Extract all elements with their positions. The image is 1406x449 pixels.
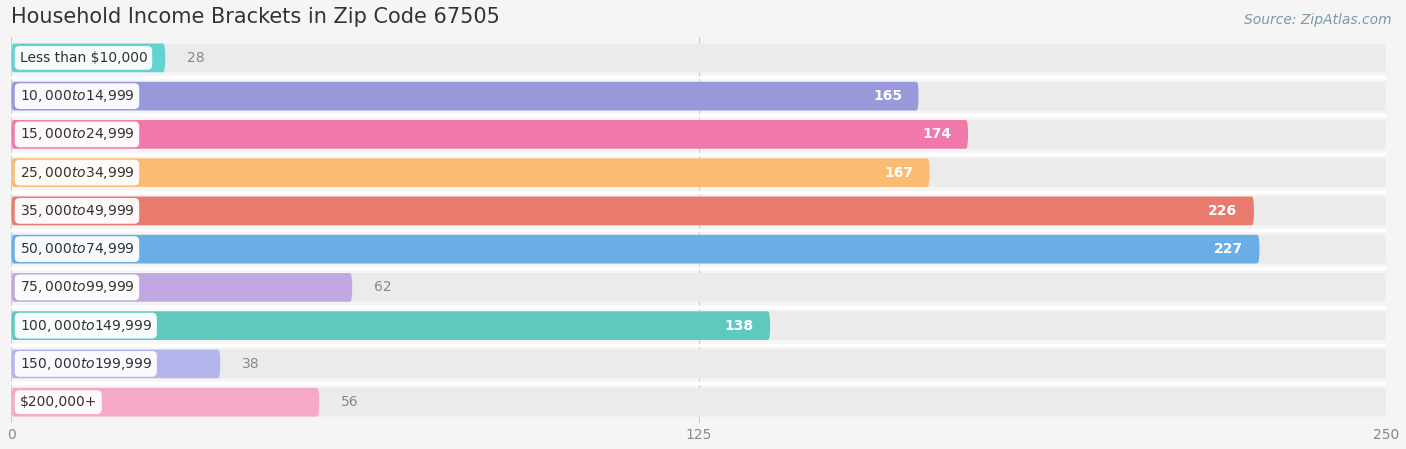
Text: Household Income Brackets in Zip Code 67505: Household Income Brackets in Zip Code 67… <box>11 7 501 27</box>
FancyBboxPatch shape <box>11 273 1386 302</box>
FancyBboxPatch shape <box>11 120 969 149</box>
FancyBboxPatch shape <box>11 82 1386 110</box>
FancyBboxPatch shape <box>11 311 770 340</box>
Text: $10,000 to $14,999: $10,000 to $14,999 <box>20 88 135 104</box>
Text: $25,000 to $34,999: $25,000 to $34,999 <box>20 165 135 180</box>
FancyBboxPatch shape <box>11 235 1386 264</box>
FancyBboxPatch shape <box>11 197 1386 225</box>
FancyBboxPatch shape <box>11 388 319 417</box>
FancyBboxPatch shape <box>11 158 929 187</box>
FancyBboxPatch shape <box>11 273 353 302</box>
Text: $150,000 to $199,999: $150,000 to $199,999 <box>20 356 152 372</box>
Text: $15,000 to $24,999: $15,000 to $24,999 <box>20 126 135 142</box>
FancyBboxPatch shape <box>11 82 918 110</box>
Text: 174: 174 <box>922 128 952 141</box>
Text: 138: 138 <box>724 319 754 333</box>
FancyBboxPatch shape <box>11 44 1386 72</box>
FancyBboxPatch shape <box>11 44 166 72</box>
Text: 165: 165 <box>873 89 903 103</box>
FancyBboxPatch shape <box>11 197 1254 225</box>
Text: Less than $10,000: Less than $10,000 <box>20 51 148 65</box>
Text: 167: 167 <box>884 166 912 180</box>
Text: 38: 38 <box>242 357 260 371</box>
Text: $35,000 to $49,999: $35,000 to $49,999 <box>20 203 135 219</box>
Text: $50,000 to $74,999: $50,000 to $74,999 <box>20 241 135 257</box>
FancyBboxPatch shape <box>11 235 1260 264</box>
Text: 62: 62 <box>374 280 392 295</box>
FancyBboxPatch shape <box>11 311 1386 340</box>
Text: 226: 226 <box>1208 204 1237 218</box>
FancyBboxPatch shape <box>11 350 221 378</box>
Text: 28: 28 <box>187 51 205 65</box>
FancyBboxPatch shape <box>11 350 1386 378</box>
FancyBboxPatch shape <box>11 158 1386 187</box>
Text: 56: 56 <box>342 395 359 409</box>
Text: Source: ZipAtlas.com: Source: ZipAtlas.com <box>1244 13 1392 27</box>
FancyBboxPatch shape <box>11 388 1386 417</box>
Text: $75,000 to $99,999: $75,000 to $99,999 <box>20 279 135 295</box>
Text: $100,000 to $149,999: $100,000 to $149,999 <box>20 317 152 334</box>
FancyBboxPatch shape <box>11 120 1386 149</box>
Text: $200,000+: $200,000+ <box>20 395 97 409</box>
Text: 227: 227 <box>1213 242 1243 256</box>
